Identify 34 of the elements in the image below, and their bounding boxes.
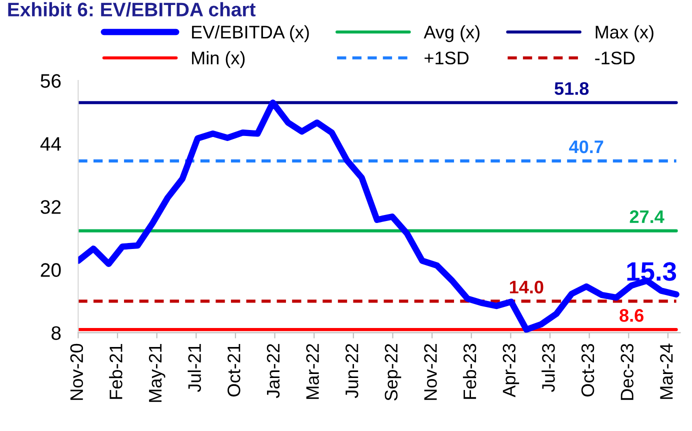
x-tick-label: Jul-23 bbox=[542, 344, 555, 392]
x-tick-label: Oct-21 bbox=[228, 344, 240, 396]
y-tick-label: 8 bbox=[52, 326, 61, 340]
y-tick-label: 44 bbox=[40, 137, 61, 151]
x-tick-label: May-21 bbox=[148, 344, 166, 402]
data-label: 40.7 bbox=[569, 140, 604, 154]
chart-title: Exhibit 6: EV/EBITDA chart bbox=[8, 2, 256, 17]
legend-label: Avg (x) bbox=[424, 25, 480, 42]
data-label: 27.4 bbox=[630, 210, 664, 223]
legend-label: EV/EBITDA (x) bbox=[192, 25, 309, 42]
data-label: 15.3 bbox=[627, 262, 676, 281]
x-tick-label: Mar-22 bbox=[306, 344, 319, 399]
y-tick-label: 56 bbox=[40, 74, 61, 88]
x-tick-label: Jan-22 bbox=[266, 344, 280, 398]
x-tick-label: Feb-23 bbox=[462, 344, 476, 399]
y-tick-label: 20 bbox=[40, 263, 61, 277]
x-tick-label: Mar-24 bbox=[660, 344, 673, 399]
x-tick-label: Feb-21 bbox=[109, 344, 122, 399]
x-tick-label: Jun-22 bbox=[345, 344, 358, 398]
legend-label: Min (x) bbox=[192, 51, 245, 68]
y-tick-label: 32 bbox=[40, 200, 61, 214]
x-tick-label: Dec-23 bbox=[620, 344, 634, 400]
legend-label: Max (x) bbox=[596, 25, 654, 42]
x-tick-label: Sep-22 bbox=[384, 344, 402, 401]
legend-label: +1SD bbox=[424, 52, 469, 64]
x-tick-label: Oct-23 bbox=[581, 344, 594, 396]
legend-label: -1SD bbox=[595, 52, 635, 64]
data-label: 8.6 bbox=[620, 309, 644, 322]
x-tick-label: Nov-22 bbox=[424, 344, 437, 400]
data-label: 14.0 bbox=[510, 280, 544, 294]
x-tick-label: Jul-21 bbox=[188, 344, 201, 392]
x-tick-label: Apr-23 bbox=[502, 344, 520, 398]
x-tick-label: Nov-20 bbox=[70, 344, 84, 400]
data-label: 51.8 bbox=[554, 82, 589, 95]
